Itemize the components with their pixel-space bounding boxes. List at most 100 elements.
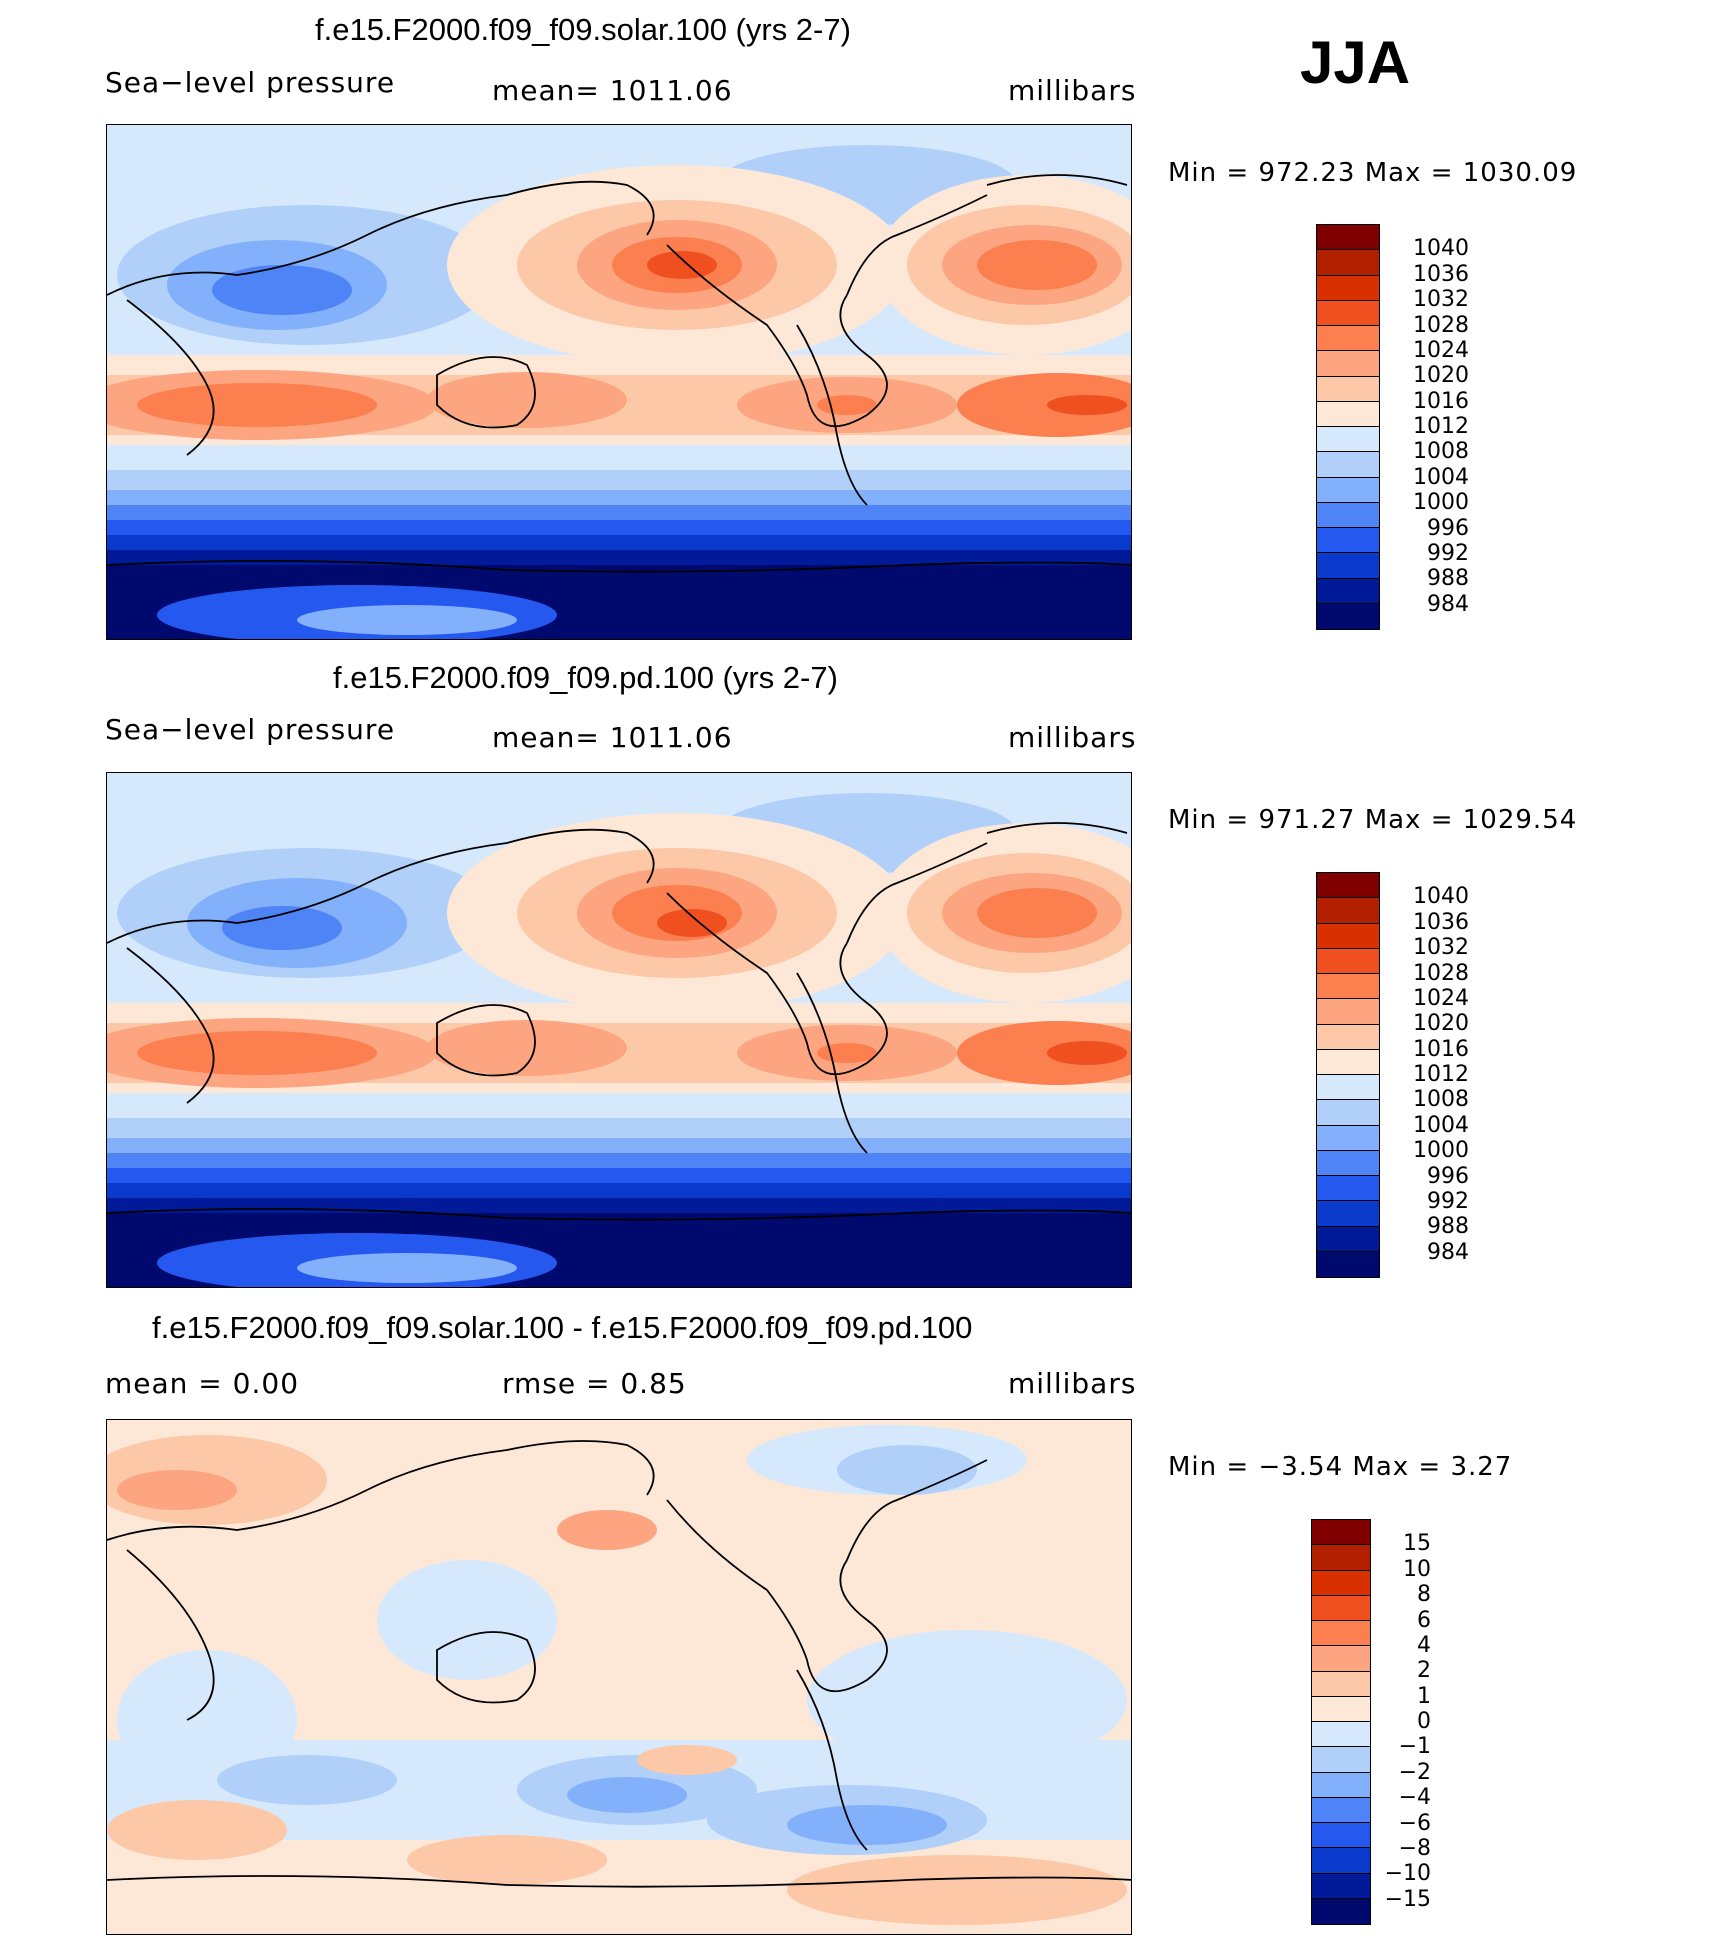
colorbar-segment — [1317, 528, 1379, 554]
colorbar-segment — [1317, 326, 1379, 352]
colorbar-segment — [1317, 923, 1379, 949]
colorbar-level-label: 15 — [1403, 1531, 1431, 1557]
colorbar-level-label: 992 — [1427, 1188, 1469, 1214]
colorbar-level-label: −10 — [1384, 1861, 1431, 1887]
colorbar-segment — [1317, 1150, 1379, 1176]
sea-level-pressure-map-solar — [106, 124, 1132, 640]
colorbar-segment — [1312, 1722, 1370, 1748]
sea-level-pressure-map-pd — [106, 772, 1132, 1288]
colorbar-box-pd — [1316, 872, 1380, 1278]
colorbar-box-solar — [1316, 224, 1380, 630]
colorbar-segment — [1312, 1696, 1370, 1722]
colorbar-segment — [1317, 948, 1379, 974]
colorbar-segment — [1317, 225, 1379, 251]
panel-mean-label-solar: mean= 1011.06 — [492, 74, 733, 107]
colorbar-level-label: 1016 — [1413, 388, 1469, 414]
colorbar-level-label: 1012 — [1413, 414, 1469, 439]
colorbar-segment — [1317, 1100, 1379, 1126]
colorbar-segment — [1312, 1520, 1370, 1546]
colorbar-pd — [1316, 872, 1380, 1278]
panel-title-pd: f.e15.F2000.f09_f09.pd.100 (yrs 2-7) — [333, 660, 838, 695]
colorbar-segment — [1317, 1075, 1379, 1101]
colorbar-level-label: 1008 — [1413, 439, 1469, 465]
colorbar-level-label: −6 — [1398, 1810, 1431, 1836]
panel-title-diff: f.e15.F2000.f09_f09.solar.100 - f.e15.F2… — [152, 1310, 973, 1345]
colorbar-level-label: −2 — [1398, 1759, 1431, 1785]
colorbar-level-label: 1024 — [1413, 985, 1469, 1011]
colorbar-segment — [1317, 477, 1379, 503]
colorbar-level-label: 992 — [1427, 540, 1469, 566]
colorbar-segment — [1317, 351, 1379, 377]
colorbar-level-label: −15 — [1384, 1886, 1431, 1912]
colorbar-level-label: 6 — [1417, 1607, 1431, 1633]
panel-minmax-pd: Min = 971.27 Max = 1029.54 — [1168, 805, 1578, 835]
map-canvas-diff — [107, 1420, 1131, 1934]
colorbar-segment — [1317, 999, 1379, 1025]
colorbar-segment — [1317, 452, 1379, 478]
colorbar-segment — [1312, 1646, 1370, 1672]
colorbar-segment — [1312, 1595, 1370, 1621]
colorbar-level-label: 1012 — [1413, 1062, 1469, 1087]
colorbar-level-label: 1020 — [1413, 363, 1469, 389]
colorbar-level-label: 1036 — [1413, 261, 1469, 287]
colorbar-labels-diff: 15 10 8 6 4 2 1 0 −1 −2 −4 −6 −8 −10 −15 — [1385, 1519, 1465, 1925]
colorbar-segment — [1312, 1848, 1370, 1874]
colorbar-segment — [1312, 1747, 1370, 1773]
panel-units-label-pd: millibars — [1008, 721, 1137, 754]
colorbar-segment — [1317, 275, 1379, 301]
colorbar-segment — [1317, 974, 1379, 1000]
colorbar-level-label: −1 — [1398, 1734, 1431, 1760]
colorbar-box-diff — [1311, 1519, 1371, 1925]
colorbar-segment — [1317, 873, 1379, 899]
sea-level-pressure-difference-map — [106, 1419, 1132, 1935]
colorbar-level-label: 1040 — [1413, 236, 1469, 262]
colorbar-segment — [1317, 250, 1379, 276]
panel-units-label-diff: millibars — [1008, 1367, 1137, 1400]
colorbar-level-label: 1028 — [1413, 312, 1469, 338]
season-label: JJA — [1300, 29, 1411, 96]
colorbar-segment — [1312, 1621, 1370, 1647]
colorbar-level-label: −4 — [1398, 1785, 1431, 1811]
colorbar-segment — [1312, 1823, 1370, 1849]
colorbar-level-label: 1020 — [1413, 1011, 1469, 1037]
colorbar-segment — [1312, 1545, 1370, 1571]
map-canvas-solar — [107, 125, 1131, 639]
colorbar-level-label: 988 — [1427, 566, 1469, 592]
colorbar-level-label: 996 — [1427, 515, 1469, 541]
colorbar-level-label: 996 — [1427, 1163, 1469, 1189]
colorbar-segment — [1317, 376, 1379, 402]
colorbar-segment — [1317, 603, 1379, 629]
panel-variable-label-pd: Sea−level pressure — [105, 713, 396, 746]
colorbar-segment — [1312, 1570, 1370, 1596]
colorbar-level-label: 1000 — [1413, 1138, 1469, 1164]
colorbar-level-label: 1040 — [1413, 884, 1469, 910]
colorbar-segment — [1317, 578, 1379, 604]
panel-mean-label-pd: mean= 1011.06 — [492, 721, 733, 754]
colorbar-level-label: 1032 — [1413, 935, 1469, 961]
colorbar-level-label: 984 — [1427, 591, 1469, 617]
colorbar-labels-pd: 1040 1036 1032 1028 1024 1020 1016 1012 1008 1004… — [1395, 872, 1475, 1278]
map-canvas-pd — [107, 773, 1131, 1287]
colorbar-segment — [1312, 1873, 1370, 1899]
colorbar-segment — [1317, 427, 1379, 453]
panel-variable-label-solar: Sea−level pressure — [105, 66, 396, 99]
colorbar-segment — [1317, 1176, 1379, 1202]
colorbar-segment — [1317, 1024, 1379, 1050]
colorbar-level-label: 2 — [1417, 1658, 1431, 1684]
colorbar-segment — [1312, 1671, 1370, 1697]
colorbar-level-label: 10 — [1403, 1556, 1431, 1582]
colorbar-level-label: 1032 — [1413, 287, 1469, 313]
colorbar-segment — [1317, 1049, 1379, 1075]
colorbar-level-label: 1008 — [1413, 1087, 1469, 1113]
colorbar-segment — [1312, 1898, 1370, 1924]
colorbar-segment — [1317, 1251, 1379, 1277]
colorbar-level-label: 988 — [1427, 1214, 1469, 1240]
colorbar-segment — [1317, 401, 1379, 427]
colorbar-level-label: 4 — [1417, 1632, 1431, 1658]
panel-title-solar: f.e15.F2000.f09_f09.solar.100 (yrs 2-7) — [315, 12, 851, 47]
colorbar-level-label: 1 — [1417, 1683, 1431, 1709]
colorbar-segment — [1317, 1201, 1379, 1227]
colorbar-segment — [1312, 1772, 1370, 1798]
colorbar-segment — [1317, 1125, 1379, 1151]
colorbar-level-label: 1036 — [1413, 909, 1469, 935]
